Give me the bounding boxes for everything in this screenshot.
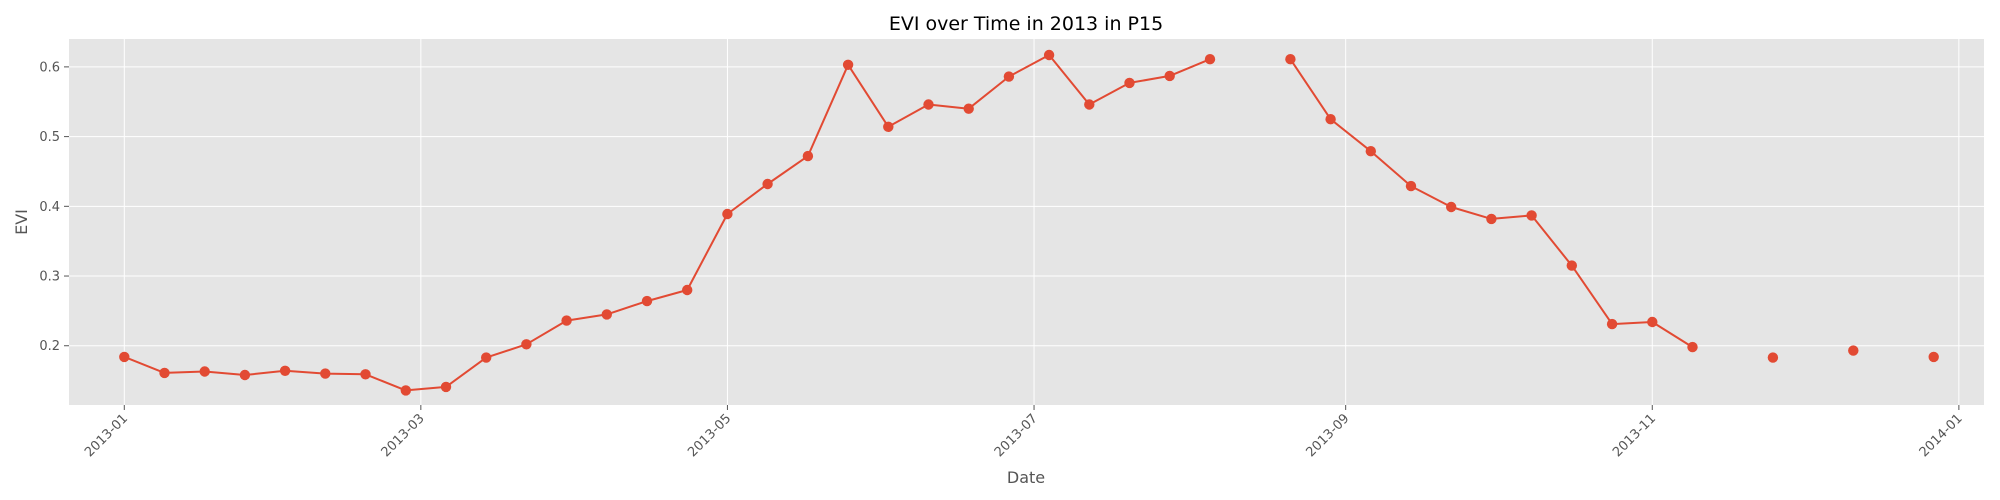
data-point [1365, 146, 1377, 157]
data-point [762, 178, 773, 190]
data-point [159, 367, 170, 379]
data-point [521, 339, 532, 350]
data-point [1405, 180, 1417, 192]
data-point [1848, 345, 1859, 356]
y-tick-label: 0.6 [39, 60, 60, 75]
data-point [119, 351, 130, 363]
data-point [239, 369, 251, 381]
data-point [1606, 318, 1618, 330]
x-tick-label: 2014-01 [1917, 411, 1966, 460]
data-point [1204, 54, 1216, 65]
data-point [802, 150, 814, 162]
data-point [1647, 316, 1658, 328]
data-point [440, 381, 452, 393]
x-axis-label: Date [1007, 468, 1045, 487]
data-point [1124, 77, 1135, 89]
evi-series-line [123, 54, 1211, 392]
chart-title: EVI over Time in 2013 in P15 [889, 13, 1163, 35]
data-point [1164, 70, 1175, 82]
y-tick-label: 0.3 [39, 270, 60, 285]
data-point [842, 59, 854, 70]
data-point [883, 121, 894, 132]
plot-background [69, 39, 1984, 405]
data-point [1084, 99, 1095, 110]
data-point [561, 315, 572, 326]
data-point [963, 103, 974, 114]
data-point [279, 365, 291, 376]
y-axis-label: EVI [12, 209, 31, 235]
data-points [119, 49, 1939, 396]
x-tick-label: 2013-03 [379, 411, 428, 460]
x-tick-label: 2013-07 [992, 411, 1041, 460]
x-tick-label: 2013-11 [1610, 411, 1659, 460]
data-point [1687, 341, 1698, 353]
data-point [481, 352, 492, 363]
data-point [1446, 201, 1457, 213]
data-point [682, 284, 693, 296]
data-point [923, 99, 934, 110]
data-point [1526, 210, 1537, 221]
y-ticks: 0.2 0.3 0.4 0.5 0.6 [39, 60, 69, 354]
y-tick-label: 0.2 [39, 339, 60, 354]
data-point [1285, 54, 1296, 65]
x-ticks: 2013-01 2013-03 2013-05 2013-07 2013-09 2013-… [82, 405, 1966, 460]
data-point [1043, 49, 1055, 61]
data-point [1566, 260, 1578, 271]
grid-lines [69, 39, 1984, 405]
data-point [1928, 351, 1939, 363]
data-point [722, 208, 733, 220]
x-tick-label: 2013-05 [685, 411, 734, 460]
data-point [1486, 213, 1497, 225]
y-tick-label: 0.4 [39, 200, 60, 215]
data-point [1003, 71, 1015, 82]
data-point [320, 368, 331, 379]
data-point [199, 366, 210, 377]
data-point [601, 309, 612, 320]
data-point [641, 295, 653, 307]
x-tick-label: 2013-01 [82, 411, 131, 460]
data-point [360, 369, 371, 380]
data-point [1325, 114, 1336, 125]
x-tick-label: 2013-09 [1303, 411, 1352, 460]
data-point [1767, 352, 1779, 363]
data-point [400, 385, 411, 396]
y-tick-label: 0.5 [39, 130, 60, 145]
